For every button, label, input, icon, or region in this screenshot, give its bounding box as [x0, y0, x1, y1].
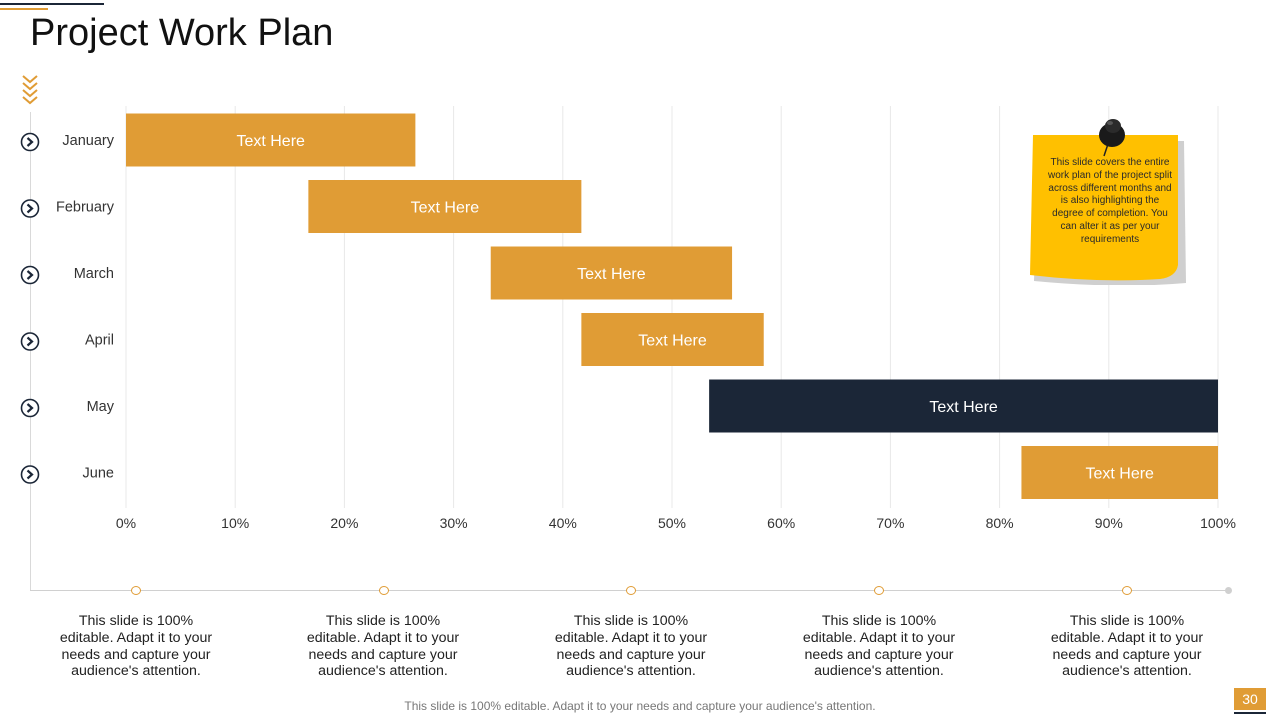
sticky-note-text: This slide covers the entire work plan o… [1048, 157, 1172, 245]
bar-label: Text Here [638, 333, 707, 350]
timeline-text-1: This slide is 100% editable. Adapt it to… [59, 613, 213, 680]
x-tick-label: 40% [549, 515, 577, 531]
timeline-dot [626, 586, 636, 595]
page-number: 30 [1234, 688, 1266, 710]
page-title: Project Work Plan [30, 12, 334, 54]
timeline-dot [131, 586, 141, 595]
timeline-text-2: This slide is 100% editable. Adapt it to… [306, 613, 460, 680]
timeline-end-dot [1225, 587, 1232, 594]
gantt-bar [709, 379, 1218, 433]
x-tick-label: 10% [221, 515, 249, 531]
bar-label: Text Here [236, 133, 305, 150]
chevron-right-circle-icon [20, 265, 40, 285]
x-tick-label: 30% [440, 515, 468, 531]
timeline-dot [379, 586, 389, 595]
y-category-label: June [83, 466, 114, 482]
chevron-right-circle-icon [20, 132, 40, 152]
bar-label: Text Here [929, 399, 998, 416]
x-tick-label: 20% [330, 515, 358, 531]
y-category-label: April [85, 333, 114, 349]
chevron-right-circle-icon [20, 332, 40, 351]
x-tick-label: 80% [986, 515, 1014, 531]
pushpin-icon [1099, 119, 1125, 157]
gantt-bar [1021, 446, 1218, 499]
page-number-underline [1234, 712, 1266, 714]
x-tick-label: 70% [876, 515, 904, 531]
chevron-right-circle-icon [20, 398, 40, 418]
timeline-text-5: This slide is 100% editable. Adapt it to… [1050, 613, 1204, 680]
y-category-label: January [62, 133, 114, 149]
y-category-label: March [74, 266, 114, 282]
bar-label: Text Here [1085, 466, 1154, 483]
timeline-dot [874, 586, 884, 595]
timeline-text-3: This slide is 100% editable. Adapt it to… [554, 613, 708, 680]
footer-text: This slide is 100% editable. Adapt it to… [404, 699, 876, 713]
bar-label: Text Here [577, 266, 646, 283]
chevron-down-icon [22, 75, 38, 105]
x-tick-label: 90% [1095, 515, 1123, 531]
gantt-bar [126, 113, 416, 167]
top-accent-line-gold [0, 8, 48, 10]
gantt-chart: 0% 10% 20% 30% 40% 50% 60% 70% 80% 90% 100% January… [20, 106, 1236, 531]
sticky-note [1030, 135, 1186, 285]
x-tick-label: 100% [1200, 515, 1236, 531]
gantt-bar [308, 180, 582, 233]
chevron-right-circle-icon [20, 465, 40, 484]
x-tick-label: 0% [116, 515, 136, 531]
y-category-label: May [87, 399, 115, 415]
top-accent-line-dark [0, 3, 104, 5]
timeline-text-4: This slide is 100% editable. Adapt it to… [802, 613, 956, 680]
timeline-dot [1122, 586, 1132, 595]
x-tick-label: 50% [658, 515, 686, 531]
bar-label: Text Here [411, 200, 480, 217]
chevron-right-circle-icon [20, 199, 40, 218]
timeline-vertical-line [30, 112, 31, 590]
x-tick-label: 60% [767, 515, 795, 531]
gantt-bar [581, 313, 764, 366]
gantt-bar [490, 246, 733, 300]
y-category-label: February [56, 200, 115, 216]
